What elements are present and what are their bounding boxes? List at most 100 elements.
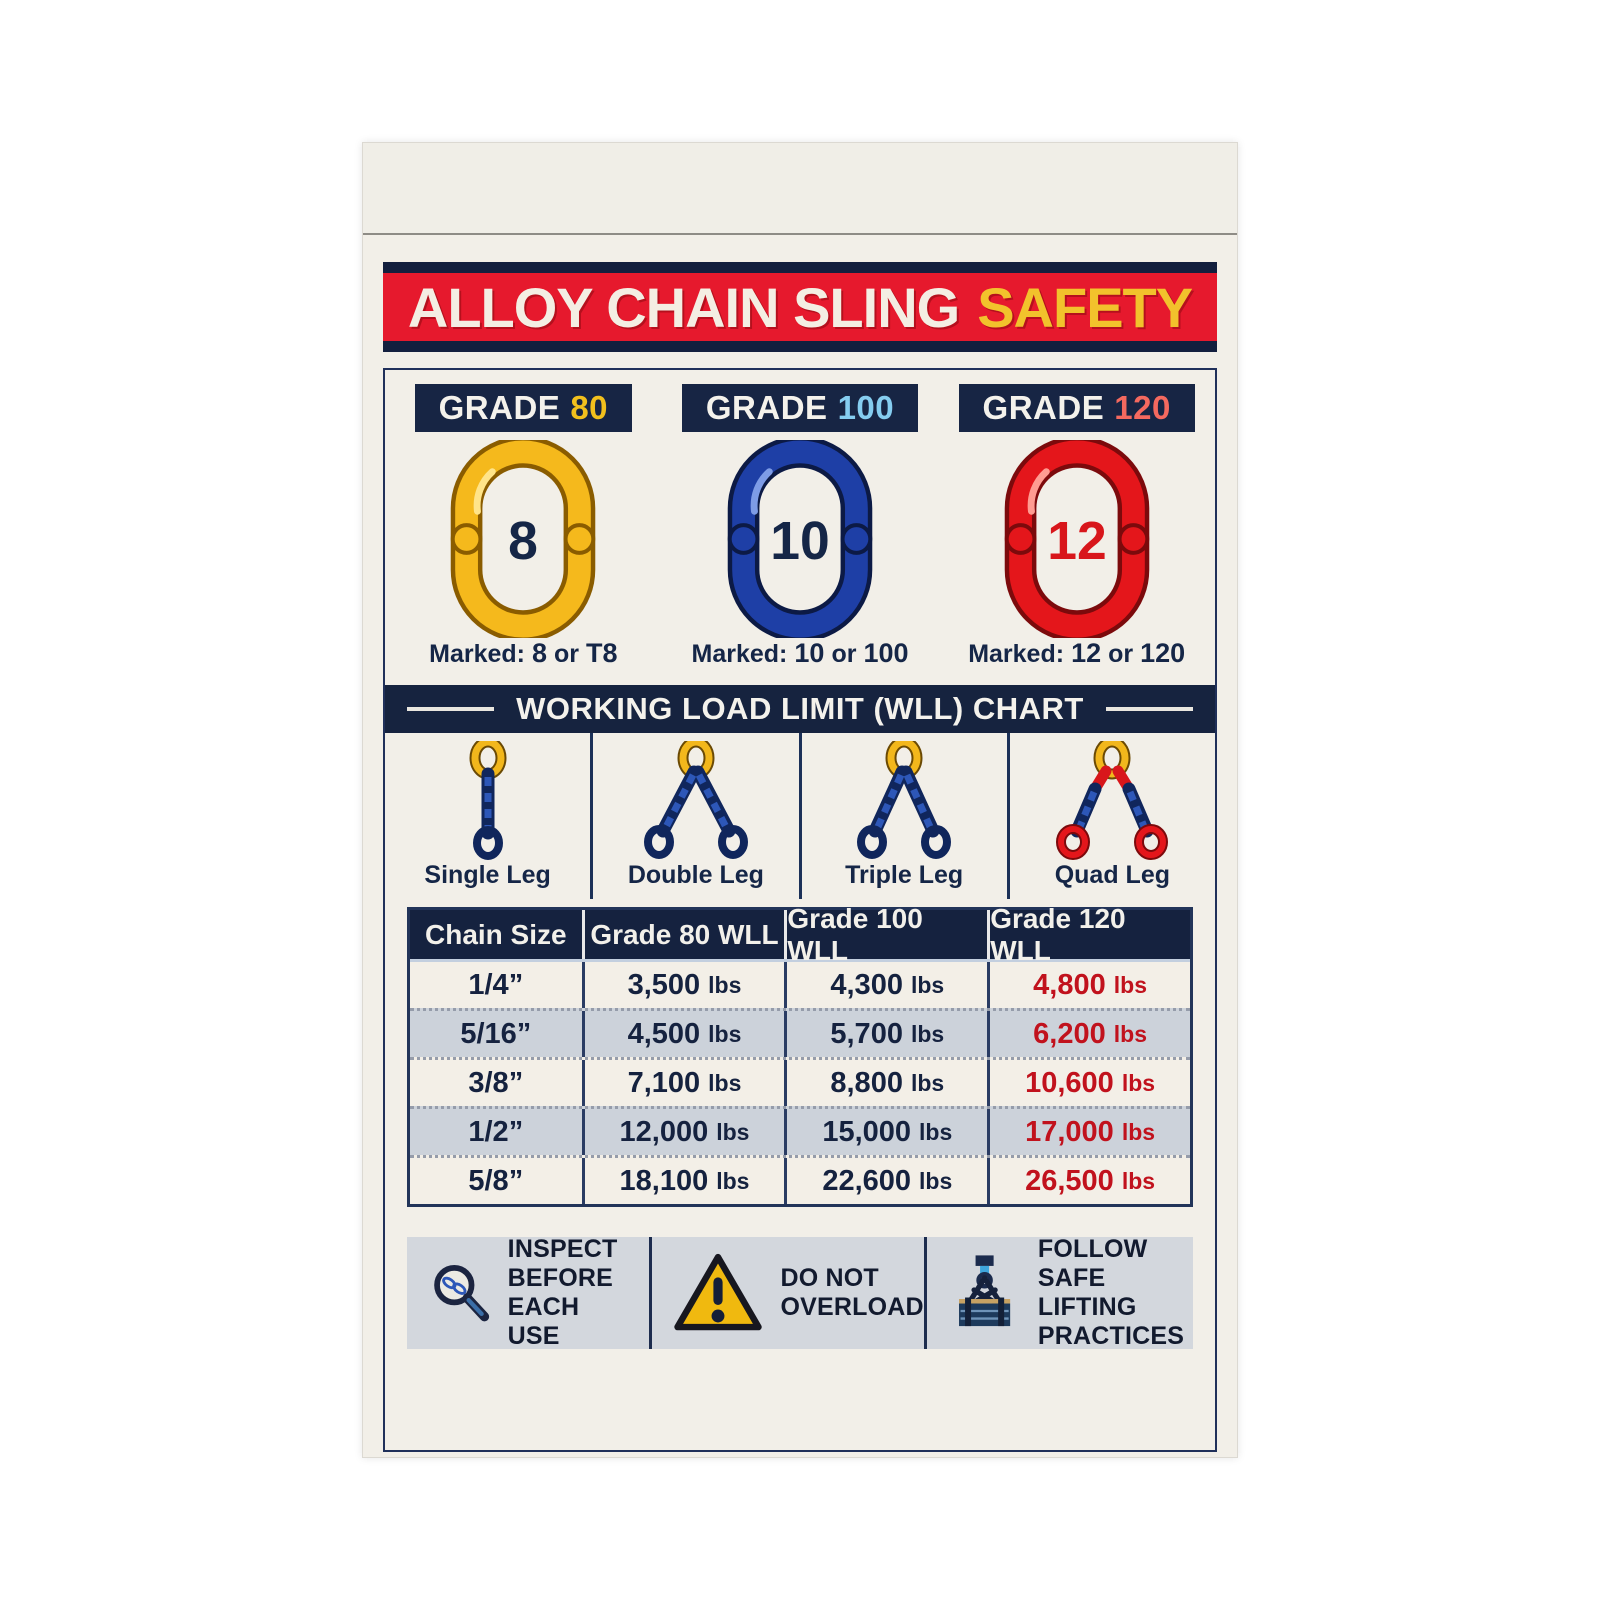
wll-unit: lbs xyxy=(910,1069,945,1096)
title-banner: ALLOY CHAIN SLING SAFETY xyxy=(383,262,1217,352)
grade-120-wll-cell: 17,000 lbs xyxy=(987,1109,1190,1155)
grade-number: 80 xyxy=(570,389,609,426)
wll-unit: lbs xyxy=(910,1020,945,1047)
marked-or: or xyxy=(1108,640,1134,668)
table-row: 1/4” 3,500 lbs 4,300 lbs 4,800 lbs xyxy=(410,962,1190,1008)
marked-prefix: Marked: xyxy=(968,640,1065,668)
grade-100-wll-cell: 22,600 lbs xyxy=(784,1158,987,1204)
reminder-line: FOLLOW xyxy=(1037,1235,1148,1263)
marked-or: or xyxy=(831,640,857,668)
triple-leg-column: Triple Leg xyxy=(798,733,1007,899)
leg-label: Quad Leg xyxy=(1054,861,1171,889)
grade-word: GRADE xyxy=(982,389,1105,426)
triple-leg-sling-icon xyxy=(857,741,952,859)
grade-100-badge: GRADE 100 xyxy=(681,384,919,432)
grade-word: GRADE xyxy=(438,389,561,426)
reminder-text: DO NOT OVERLOAD xyxy=(780,1264,923,1322)
wll-value: 26,500 xyxy=(1025,1164,1114,1197)
double-leg-sling-icon xyxy=(643,741,748,859)
table-row: 3/8” 7,100 lbs 8,800 lbs 10,600 lbs xyxy=(410,1057,1190,1106)
chain-size-cell: 5/8” xyxy=(468,1164,524,1197)
grade-120-column: GRADE 120 12 Marked: 12 or 120 xyxy=(938,384,1215,669)
wll-value: 4,800 xyxy=(1033,968,1106,1001)
wll-table-header-row: Chain Size Grade 80 WLL Grade 100 WLL Gr… xyxy=(410,903,1190,966)
safety-reminders-strip: INSPECT BEFORE EACH USE DO NOT OVERLOAD xyxy=(407,1235,1193,1351)
quad-leg-sling-icon xyxy=(1056,741,1169,860)
reminder-do-not-overload: DO NOT OVERLOAD xyxy=(649,1237,924,1349)
grade-100-wll-cell: 8,800 lbs xyxy=(784,1060,987,1106)
wll-unit: lbs xyxy=(1121,1118,1156,1145)
grade-100-marking: Marked: 10 or 100 xyxy=(692,638,909,669)
wll-unit: lbs xyxy=(919,1118,953,1145)
chain-size-cell: 5/16” xyxy=(460,1017,532,1050)
leg-label: Triple Leg xyxy=(845,861,964,889)
marked-prefix: Marked: xyxy=(691,640,788,668)
wll-value: 8,800 xyxy=(830,1066,903,1099)
wll-value: 15,000 xyxy=(822,1115,912,1148)
reminder-line: DO NOT xyxy=(780,1264,879,1292)
heading-rule-right xyxy=(1105,707,1193,711)
warning-triangle-icon xyxy=(674,1253,763,1331)
reminder-safe-lifting: FOLLOW SAFE LIFTING PRACTICES xyxy=(923,1235,1193,1351)
grade-80-column: GRADE 80 8 Marked: 8 or T8 xyxy=(385,384,662,669)
chain-size-cell: 3/8” xyxy=(468,1066,524,1099)
grade-120-wll-cell: 26,500 lbs xyxy=(987,1158,1190,1204)
quad-leg-column: Quad Leg xyxy=(1006,733,1215,899)
wll-unit: lbs xyxy=(708,1020,742,1047)
reminder-line: OVERLOAD xyxy=(780,1293,924,1321)
reminder-line: INSPECT xyxy=(507,1235,618,1263)
marked-code: 10 xyxy=(794,638,825,668)
wll-value: 6,200 xyxy=(1033,1017,1106,1050)
reminder-line: PRACTICES xyxy=(1037,1322,1185,1350)
wll-chart-heading-band: WORKING LOAD LIMIT (WLL) CHART xyxy=(385,685,1215,733)
reminder-text: FOLLOW SAFE LIFTING PRACTICES xyxy=(1038,1235,1193,1351)
wll-value: 5,700 xyxy=(830,1017,903,1050)
master-link-gold-icon: 8 xyxy=(451,440,596,638)
reminder-line: BEFORE EACH xyxy=(507,1264,614,1321)
lifting-clamp-icon xyxy=(958,1255,1010,1327)
column-header-grade-100: Grade 100 WLL xyxy=(784,903,987,966)
marked-code: 8 xyxy=(532,638,548,668)
grade-80-digit: 8 xyxy=(508,512,538,571)
grade-80-wll-cell: 7,100 lbs xyxy=(581,1060,785,1106)
grade-100-digit: 10 xyxy=(770,512,829,571)
master-link-red-icon: 12 xyxy=(1004,440,1149,638)
safety-poster: ALLOY CHAIN SLING SAFETY GRADE 80 8 xyxy=(362,142,1238,1458)
magnifier-chain-icon xyxy=(434,1264,490,1322)
wll-unit: lbs xyxy=(708,971,742,998)
reminder-inspect: INSPECT BEFORE EACH USE xyxy=(407,1235,650,1351)
grade-word: GRADE xyxy=(705,389,828,426)
sling-leg-types-row: Single Leg Double Leg xyxy=(385,733,1215,899)
marked-code-alt: 120 xyxy=(1140,638,1186,668)
leg-label: Single Leg xyxy=(424,861,551,889)
column-header-grade-120: Grade 120 WLL xyxy=(987,903,1190,966)
wll-value: 10,600 xyxy=(1025,1066,1114,1099)
reminder-line: USE xyxy=(507,1322,560,1350)
wll-unit: lbs xyxy=(1113,1020,1147,1047)
poster-top-margin xyxy=(363,143,1237,235)
grade-number: 100 xyxy=(837,389,895,426)
marked-or: or xyxy=(554,640,580,668)
wll-unit: lbs xyxy=(716,1167,750,1194)
grade-100-column: GRADE 100 10 Marked: 10 or 100 xyxy=(662,384,939,669)
wll-unit: lbs xyxy=(716,1118,750,1145)
heading-rule-left xyxy=(407,707,495,711)
grade-120-wll-cell: 10,600 lbs xyxy=(987,1060,1190,1106)
chain-size-cell: 1/2” xyxy=(468,1115,524,1148)
reminder-text: INSPECT BEFORE EACH USE xyxy=(508,1235,650,1351)
chain-size-cell: 1/4” xyxy=(468,968,524,1001)
table-row: 5/16” 4,500 lbs 5,700 lbs 6,200 lbs xyxy=(410,1008,1190,1057)
grade-80-wll-cell: 12,000 lbs xyxy=(581,1109,785,1155)
wll-table: Chain Size Grade 80 WLL Grade 100 WLL Gr… xyxy=(407,903,1193,1207)
wll-unit: lbs xyxy=(1113,971,1147,998)
grade-80-badge: GRADE 80 xyxy=(414,384,633,432)
wll-value: 22,600 xyxy=(822,1164,912,1197)
grade-number: 120 xyxy=(1114,389,1171,426)
grade-120-wll-cell: 4,800 lbs xyxy=(987,962,1190,1008)
wll-value: 17,000 xyxy=(1025,1115,1114,1148)
grade-80-wll-cell: 4,500 lbs xyxy=(581,1011,785,1057)
grade-100-wll-cell: 5,700 lbs xyxy=(784,1011,987,1057)
wll-value: 18,100 xyxy=(619,1164,709,1197)
grade-80-wll-cell: 18,100 lbs xyxy=(581,1158,785,1204)
double-leg-column: Double Leg xyxy=(590,733,798,899)
